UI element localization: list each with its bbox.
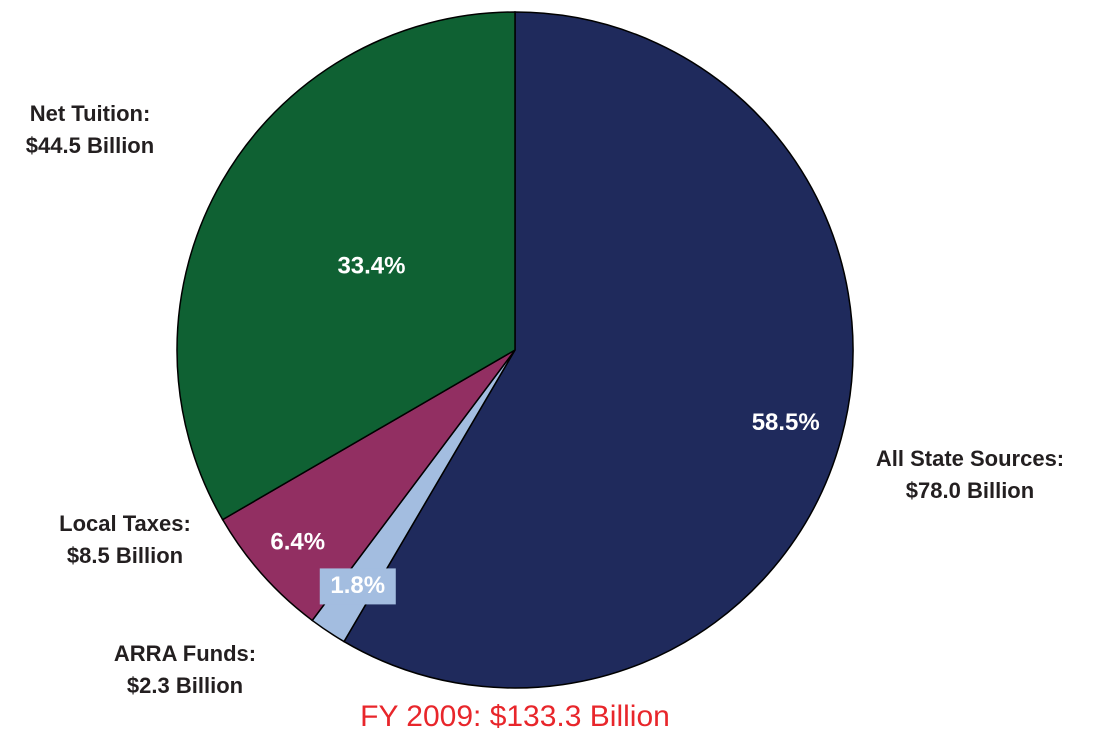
category-label: Local Taxes: (59, 511, 191, 536)
label-background (319, 568, 396, 605)
pie-slice (221, 349, 516, 622)
amount-label: $2.3 Billion (127, 673, 243, 698)
value-label: 6.4% (270, 528, 325, 555)
amount-label: $44.5 Billion (26, 133, 154, 158)
amount-label: $78.0 Billion (906, 478, 1034, 503)
chart-title: FY 2009: $133.3 Billion (360, 700, 670, 733)
category-label: All State Sources: (876, 446, 1064, 471)
pie-slice (342, 11, 854, 689)
category-label: Net Tuition: (30, 101, 151, 126)
value-label: 1.8% (330, 572, 385, 599)
value-label: 58.5% (752, 409, 820, 436)
category-label: ARRA Funds: (114, 641, 256, 666)
amount-label: $8.5 Billion (67, 543, 183, 568)
pie-slice (176, 11, 516, 521)
value-label: 33.4% (337, 253, 405, 280)
